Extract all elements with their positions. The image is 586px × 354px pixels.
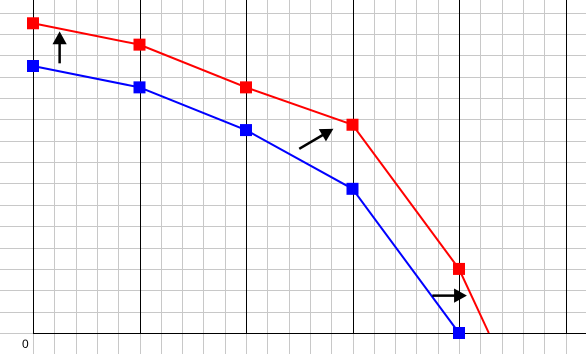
arrow-annotation-0 bbox=[52, 31, 67, 64]
series-0-point-2 bbox=[240, 124, 252, 137]
series-0-point-1 bbox=[133, 81, 146, 94]
arrow-annotation-2 bbox=[432, 288, 467, 303]
arrow-head bbox=[52, 31, 67, 45]
arrow-shaft bbox=[298, 133, 325, 150]
arrow-head bbox=[318, 128, 334, 142]
arrow-head bbox=[454, 288, 467, 303]
series-0-point-3 bbox=[346, 182, 359, 195]
series-1-point-3 bbox=[346, 118, 359, 131]
series-1-point-0 bbox=[27, 17, 39, 30]
series-1-point-1 bbox=[133, 38, 146, 51]
series-0 bbox=[27, 60, 465, 339]
major-gridlines bbox=[33, 0, 586, 334]
origin-tick-label: 0 bbox=[22, 337, 29, 351]
series-1-point-4 bbox=[453, 262, 465, 275]
series-1-line bbox=[32, 22, 490, 334]
arrow-annotation-1 bbox=[298, 128, 334, 150]
annotation-layer bbox=[52, 31, 467, 303]
series-0-point-4 bbox=[453, 327, 465, 339]
series-1-point-2 bbox=[240, 81, 252, 94]
series-0-point-0 bbox=[27, 60, 39, 72]
series-1 bbox=[27, 17, 490, 334]
series-layer bbox=[27, 17, 490, 339]
